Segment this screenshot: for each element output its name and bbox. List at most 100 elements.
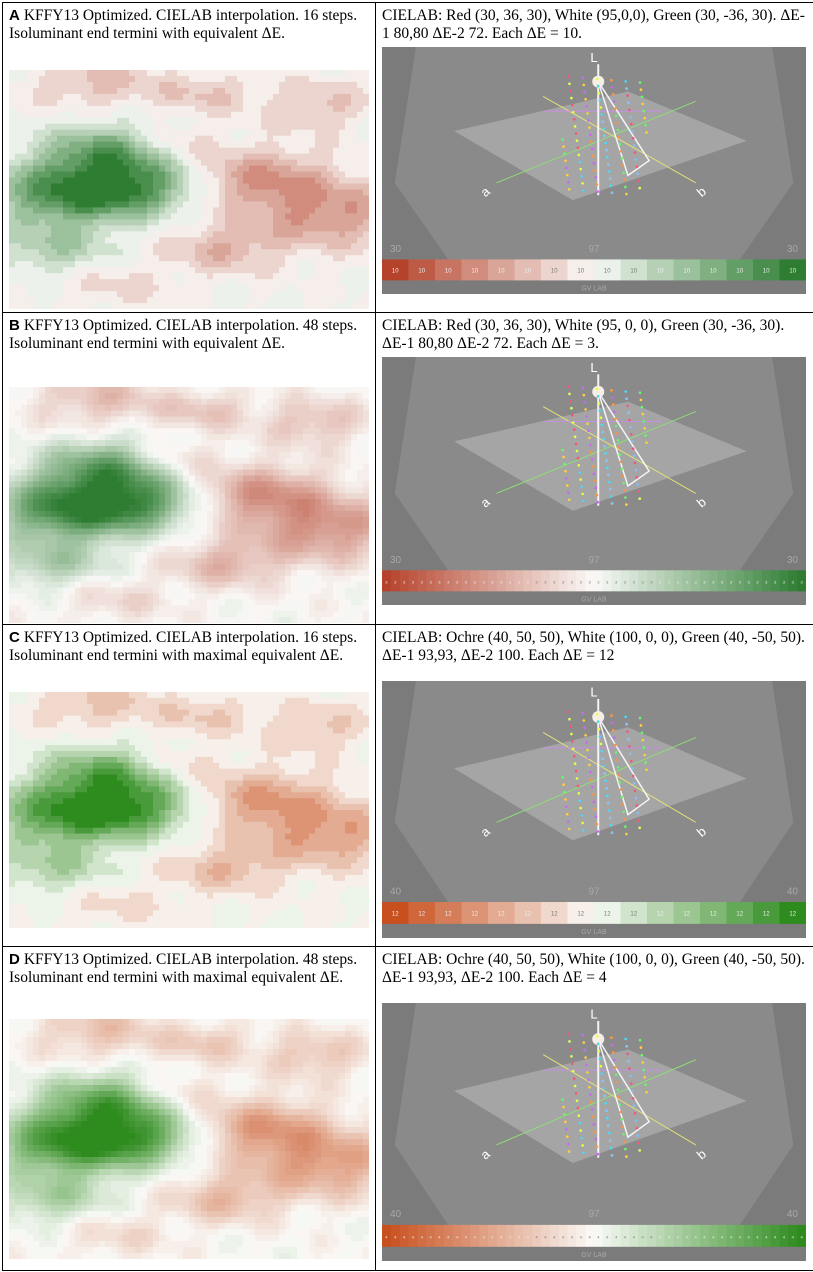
heatmap-cell	[273, 273, 280, 280]
heatmap-cell	[39, 87, 46, 95]
heatmap-cell	[45, 201, 52, 209]
heatmap-cell	[309, 261, 316, 268]
heatmap-cell	[225, 153, 232, 161]
gamut-point	[620, 157, 623, 160]
heatmap-cell	[177, 534, 184, 541]
heatmap-cell	[225, 183, 232, 191]
heatmap-cell	[171, 201, 178, 209]
heatmap-cell	[39, 261, 46, 268]
heatmap-cell	[351, 546, 358, 553]
heatmap-cell	[21, 575, 28, 583]
heatmap-cell	[111, 207, 118, 214]
heatmap-cell	[129, 70, 136, 77]
heatmap-cell	[225, 261, 232, 268]
heatmap-cell	[39, 457, 46, 465]
heatmap-cell	[81, 469, 88, 477]
heatmap-cell	[123, 285, 130, 292]
heatmap-cell	[69, 261, 76, 268]
heatmap-cell	[147, 129, 154, 137]
heatmap-cell	[351, 499, 358, 506]
heatmap-cell	[105, 165, 112, 173]
heatmap-cell	[333, 303, 340, 309]
heatmap-cell	[207, 463, 214, 471]
heatmap-cell	[291, 267, 298, 274]
heatmap-cell	[357, 416, 364, 423]
heatmap-cell	[57, 581, 64, 589]
heatmap-cell	[195, 177, 202, 185]
heatmap-cell	[39, 165, 46, 173]
heatmap-cell	[105, 123, 112, 131]
heatmap-cell	[171, 457, 178, 465]
heatmap-cell	[141, 410, 148, 418]
heatmap-cell	[93, 493, 100, 500]
heatmap-cell	[165, 225, 172, 232]
heatmap-cell	[129, 207, 136, 214]
heatmap-cell	[111, 469, 118, 477]
heatmap-cell	[279, 117, 286, 125]
heatmap-cell	[165, 505, 172, 512]
heatmap-cell	[303, 273, 310, 280]
heatmap-cell	[285, 159, 292, 167]
heatmap-cell	[177, 93, 184, 101]
heatmap-cell	[309, 522, 316, 530]
heatmap-cell	[243, 440, 250, 447]
heatmap-cell	[183, 177, 190, 185]
heatmap-cell	[303, 457, 310, 465]
heatmap-cell	[45, 528, 52, 536]
heatmap-cell	[357, 297, 364, 304]
heatmap-cell	[183, 75, 190, 83]
heatmap-cell	[261, 410, 268, 418]
gamut-point	[598, 99, 602, 102]
heatmap-cell	[135, 255, 142, 262]
heatmap-cell	[141, 575, 148, 583]
heatmap-cell	[15, 213, 22, 220]
heatmap-cell	[39, 243, 46, 250]
heatmap-cell	[303, 451, 310, 459]
heatmap-cell	[357, 387, 364, 394]
heatmap-cell	[189, 505, 196, 512]
heatmap-cell	[99, 285, 106, 292]
heatmap-cell	[201, 469, 208, 477]
heatmap-cell	[183, 261, 190, 268]
heatmap-cell	[45, 75, 52, 83]
heatmap-cell	[69, 99, 76, 107]
gamut-point	[579, 167, 582, 171]
heatmap-cell	[33, 440, 40, 447]
heatmap-cell	[321, 123, 328, 131]
heatmap-cell	[141, 546, 148, 553]
heatmap-cell	[237, 611, 244, 618]
heatmap-cell	[141, 165, 148, 173]
heatmap-cell	[57, 593, 64, 600]
heatmap-cell	[303, 177, 310, 185]
heatmap-cell	[87, 546, 94, 553]
heatmap-cell	[129, 499, 136, 506]
heatmap-cell	[117, 575, 124, 583]
gamut-point	[581, 76, 585, 80]
heatmap-cell	[279, 303, 286, 309]
heatmap-cell	[279, 201, 286, 209]
heatmap-cell	[279, 195, 286, 203]
heatmap-cell	[213, 564, 220, 571]
heatmap-cell	[39, 522, 46, 530]
heatmap-cell	[21, 487, 28, 494]
heatmap-cell	[87, 446, 94, 453]
heatmap-cell	[345, 451, 352, 459]
heatmap-cell	[45, 475, 52, 482]
heatmap-cell	[81, 201, 88, 209]
heatmap-cell	[69, 446, 76, 453]
heatmap-cell	[273, 111, 280, 119]
heatmap-cell	[225, 213, 232, 220]
heatmap-cell	[225, 593, 232, 600]
heatmap-cell	[165, 231, 172, 238]
heatmap-cell	[147, 87, 154, 95]
heatmap-cell	[351, 99, 358, 107]
heatmap-cell	[363, 410, 369, 418]
heatmap-cell	[141, 159, 148, 167]
heatmap-cell	[249, 558, 256, 565]
heatmap-cell	[15, 434, 22, 441]
heatmap-cell	[15, 404, 22, 412]
heatmap-cell	[363, 171, 369, 179]
heatmap-cell	[135, 165, 142, 173]
heatmap-cell	[363, 428, 369, 435]
heatmap-cell	[183, 558, 190, 565]
